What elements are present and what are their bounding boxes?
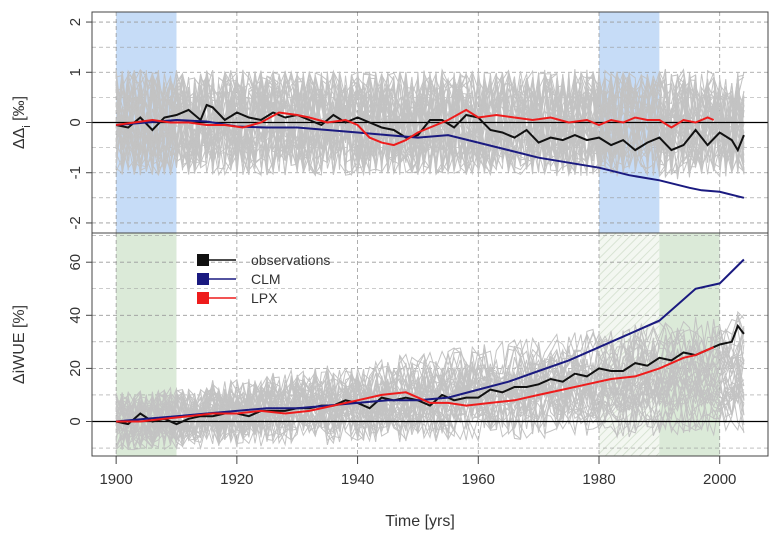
ensemble-line (115, 327, 745, 450)
legend-swatch-observations (197, 254, 209, 266)
ensemble-line (115, 376, 745, 446)
x-tick-label: 1920 (220, 471, 253, 488)
x-tick-label: 1940 (341, 471, 374, 488)
y-tick-label: 40 (67, 307, 84, 324)
ensemble-line (115, 70, 745, 177)
legend: observations CLM LPX (197, 252, 330, 306)
x-tick-label: 1960 (462, 471, 495, 488)
ensemble-line (115, 72, 745, 176)
panel-bottom: 0 20 40 60 ΔiWUE [%] (11, 232, 769, 457)
y-axis-title: ΔΔi [‰] (11, 96, 33, 149)
x-tick-label: 2000 (703, 471, 736, 488)
series-line-lpx (116, 346, 715, 423)
legend-label-clm: CLM (251, 271, 281, 287)
y-tick-label: 0 (67, 417, 84, 425)
legend-swatch-lpx (197, 292, 209, 304)
ensemble-line (115, 352, 745, 442)
y-tick-label: 60 (67, 254, 84, 271)
ensemble-line (115, 346, 744, 448)
ensemble-line (115, 363, 745, 448)
y-axis-title: ΔiWUE [%] (11, 305, 28, 384)
y-tick-label: 2 (67, 18, 84, 26)
series-line-observations (115, 103, 745, 153)
y-tick-label: 1 (67, 68, 84, 76)
y-tick-label: 0 (67, 118, 84, 126)
legend-label-observations: observations (251, 252, 330, 268)
panel-top: -2 -1 0 1 2 ΔΔi [‰] (11, 11, 769, 234)
series-line-clm (116, 258, 745, 423)
x-tick-label: 1900 (99, 471, 132, 488)
ensemble-line (115, 359, 745, 449)
x-axis-title: Time [yrs] (385, 513, 455, 530)
legend-swatch-clm (197, 273, 209, 285)
y-tick-label: -2 (67, 216, 84, 229)
ensemble-line (115, 69, 745, 176)
y-tick-label: 20 (67, 360, 84, 377)
x-tick-label: 1980 (582, 471, 615, 488)
series-line-lpx (115, 108, 715, 147)
x-axis: 1900 1920 1940 1960 1980 2000 (99, 455, 736, 488)
ensemble-line (115, 71, 745, 175)
ensemble-line (115, 71, 745, 179)
y-tick-label: -1 (67, 166, 84, 179)
legend-label-lpx: LPX (251, 290, 278, 306)
